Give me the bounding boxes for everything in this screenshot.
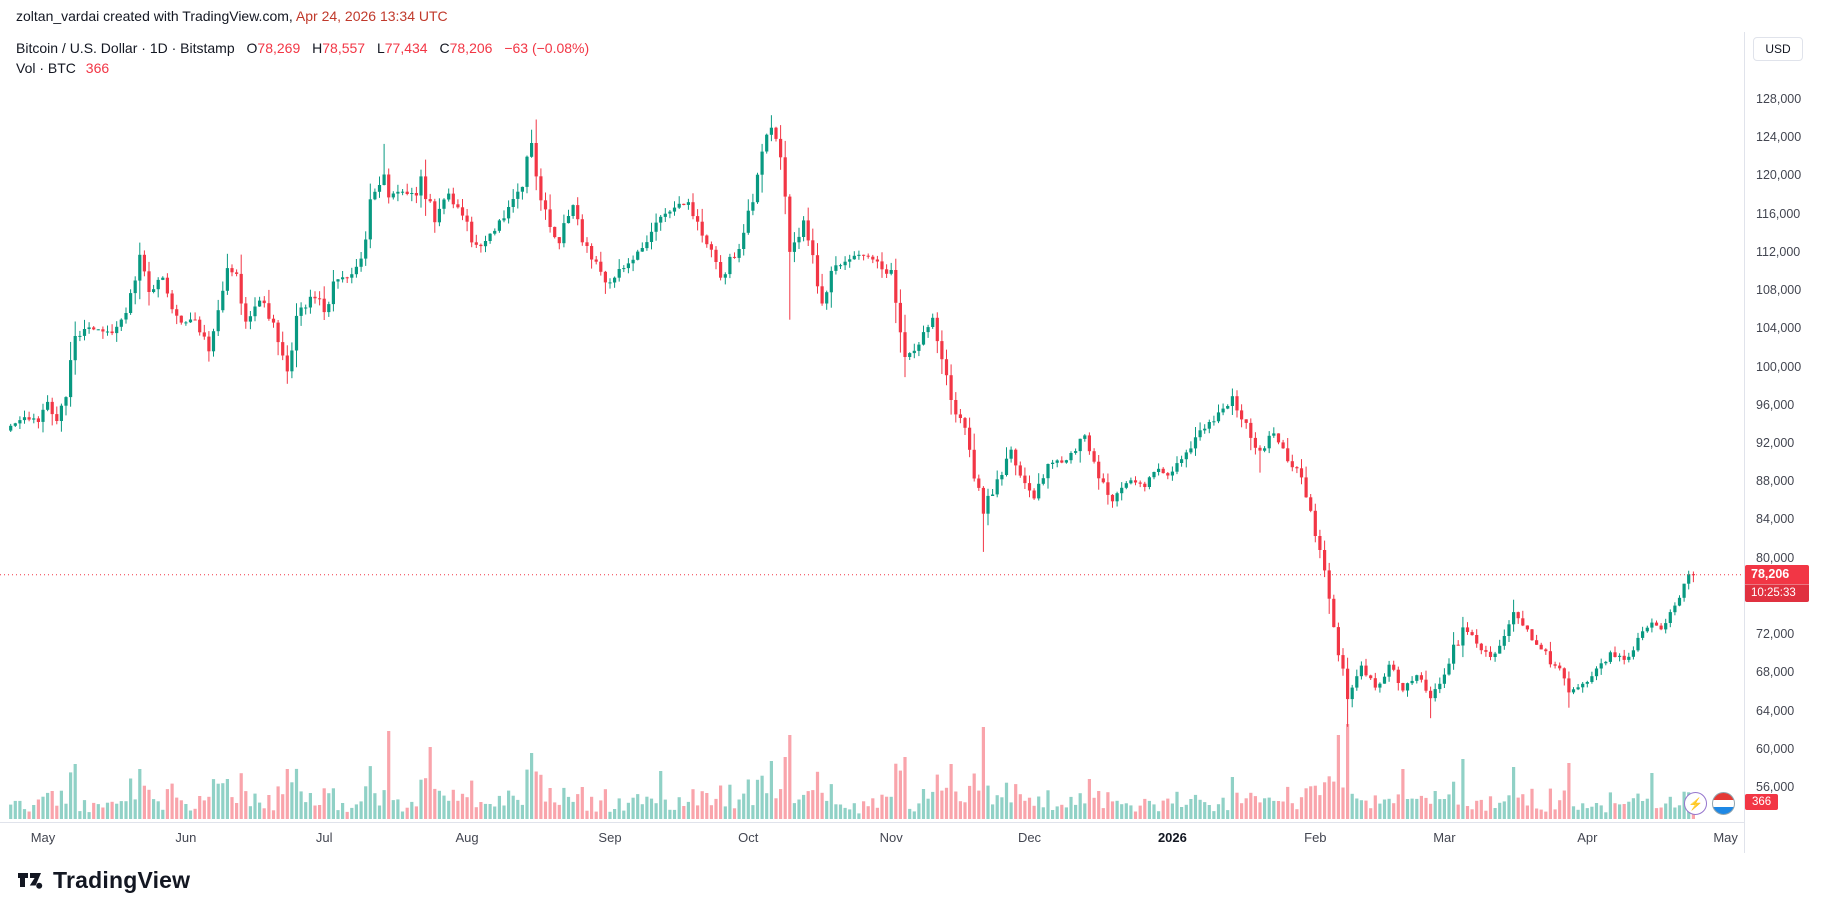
time-tick-label: Apr [1577,830,1598,845]
bar-countdown: 10:25:33 [1745,583,1809,602]
price-tick-label: 128,000 [1756,92,1802,106]
price-tick-label: 60,000 [1756,741,1795,756]
price-tick-label: 120,000 [1756,168,1802,183]
candlestick-chart[interactable] [0,0,1744,822]
high-label: H [312,40,323,56]
lightning-icon[interactable]: ⚡ [1684,792,1707,815]
price-tick-label: 104,000 [1756,321,1802,336]
price-tick-label: 64,000 [1756,703,1795,718]
chart-mini-icons: ⚡ [1684,792,1735,815]
attribution-user: zoltan_vardai created with TradingView.c… [16,8,293,24]
price-tick-label: 92,000 [1756,436,1795,450]
time-tick-label: Feb [1304,830,1327,845]
avatar-icon[interactable] [1712,792,1735,815]
price-axis[interactable]: USD 128,000 124,000 120,000 116,000 112,000 1… [1744,32,1827,853]
price-tick-label: 112,000 [1756,244,1801,259]
time-tick-label: Jun [175,830,197,845]
change-value: −63 (−0.08%) [504,40,590,56]
last-price-value: 78,206 [1745,564,1809,584]
close-value: 78,206 [449,40,493,56]
tradingview-logo-icon [18,873,43,889]
volume-value: 366 [85,60,110,76]
brand-name: TradingView [53,866,191,893]
time-tick-label: May [30,830,56,845]
last-price-label: 78,206 10:25:33 [1745,564,1809,602]
time-tick-label: Dec [1017,830,1042,845]
price-tick-label: 68,000 [1756,665,1795,680]
low-value: 77,434 [384,40,428,56]
attribution: zoltan_vardai created with TradingView.c… [16,8,448,24]
price-tick-label: 100,000 [1756,359,1802,374]
close-label: C [439,40,450,56]
price-tick-label: 124,000 [1756,130,1802,145]
time-tick-label: Sep [598,830,622,845]
time-tick-label: May [1713,830,1738,845]
high-value: 78,557 [322,40,366,56]
time-tick-label: 2026 [1157,830,1187,845]
open-value: 78,269 [257,40,301,56]
price-tick-label: 84,000 [1756,512,1795,527]
price-tick-label: 108,000 [1756,283,1802,298]
price-tick-label: 88,000 [1756,474,1795,489]
chart-pane[interactable]: Bitcoin / U.S. Dollar · 1D · Bitstamp O7… [0,0,1744,822]
time-axis[interactable]: May Jun Jul Aug Sep Oct Nov Dec 2026 Feb Mar Apr May [0,822,1745,854]
volume-title[interactable]: Vol · BTC [16,60,76,76]
time-tick-label: Nov [879,830,903,845]
price-tick-label: 56,000 [1756,780,1795,794]
time-tick-label: Jul [315,830,333,845]
currency-button[interactable]: USD [1753,37,1803,61]
time-tick-label: Mar [1433,830,1456,845]
time-tick-label: Aug [455,830,479,845]
time-tick-label: Oct [738,830,759,845]
price-tick-label: 96,000 [1756,397,1795,412]
legend: Bitcoin / U.S. Dollar · 1D · Bitstamp O7… [16,38,589,78]
price-tick-label: 80,000 [1756,550,1795,565]
open-label: O [246,40,258,56]
volume-axis-badge: 366 [1745,794,1779,810]
low-label: L [376,40,385,56]
symbol-title[interactable]: Bitcoin / U.S. Dollar · 1D · Bitstamp [16,40,235,56]
attribution-date: Apr 24, 2026 13:34 UTC [292,8,448,24]
footer-brand[interactable]: TradingView [16,866,190,894]
price-tick-label: 72,000 [1756,627,1795,642]
price-tick-label: 116,000 [1756,206,1801,221]
